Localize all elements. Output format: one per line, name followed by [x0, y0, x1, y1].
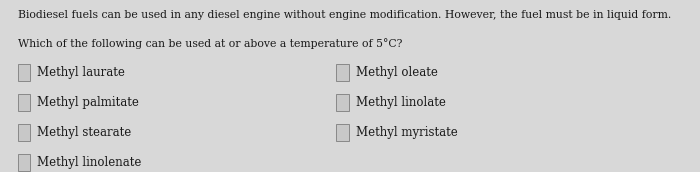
Text: Methyl linolate: Methyl linolate [356, 96, 445, 109]
FancyBboxPatch shape [18, 154, 30, 171]
FancyBboxPatch shape [336, 94, 349, 111]
Text: Methyl myristate: Methyl myristate [356, 126, 457, 139]
FancyBboxPatch shape [18, 64, 30, 81]
FancyBboxPatch shape [336, 64, 349, 81]
FancyBboxPatch shape [18, 94, 30, 111]
Text: Biodiesel fuels can be used in any diesel engine without engine modification. Ho: Biodiesel fuels can be used in any diese… [18, 10, 671, 20]
Text: Methyl oleate: Methyl oleate [356, 66, 438, 79]
FancyBboxPatch shape [336, 124, 349, 141]
Text: Methyl palmitate: Methyl palmitate [37, 96, 139, 109]
Text: Which of the following can be used at or above a temperature of 5°C?: Which of the following can be used at or… [18, 38, 402, 49]
Text: Which of the following can be used at or above a temperature of 5: Which of the following can be used at or… [0, 171, 1, 172]
Text: Methyl laurate: Methyl laurate [37, 66, 125, 79]
Text: Which of the following can be used at or above a temperature of 5  °: Which of the following can be used at or… [18, 38, 395, 49]
Text: Methyl linolenate: Methyl linolenate [37, 156, 141, 169]
Text: Methyl stearate: Methyl stearate [37, 126, 132, 139]
FancyBboxPatch shape [18, 124, 30, 141]
